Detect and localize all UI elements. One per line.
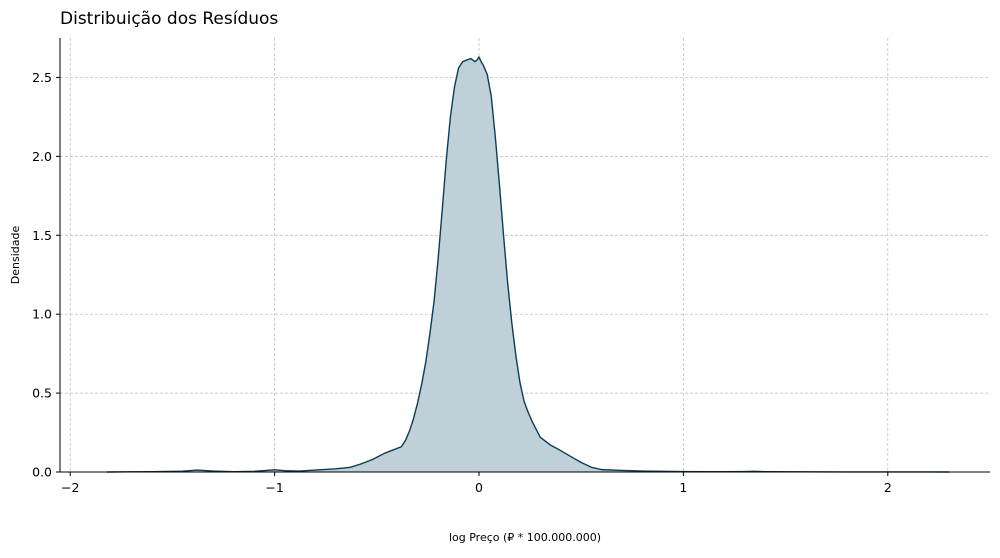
x-axis-label: log Preço (₽ * 100.000.000) — [449, 531, 601, 544]
chart-title: Distribuição dos Resíduos — [60, 9, 278, 29]
y-tick-label: 1.0 — [32, 307, 52, 322]
y-tick-label: 2.0 — [32, 149, 52, 164]
y-tick-label: 0.5 — [32, 386, 52, 401]
y-tick-label: 0.0 — [32, 465, 52, 480]
density-area — [107, 56, 950, 472]
x-tick-label: 2 — [884, 480, 892, 495]
x-tick-label: 1 — [679, 480, 687, 495]
plot-area — [107, 56, 950, 473]
x-tick-label: 0 — [475, 480, 483, 495]
density-line — [107, 56, 950, 473]
y-axis-label: Densidade — [9, 226, 22, 285]
x-tick-label: −1 — [265, 480, 283, 495]
x-tick-label: −2 — [61, 480, 79, 495]
y-tick-label: 1.5 — [32, 228, 52, 243]
axes: −2 −1 0 1 2 0.0 0.5 1.0 1.5 2.0 2.5 — [32, 38, 990, 495]
y-tick-label: 2.5 — [32, 70, 52, 85]
